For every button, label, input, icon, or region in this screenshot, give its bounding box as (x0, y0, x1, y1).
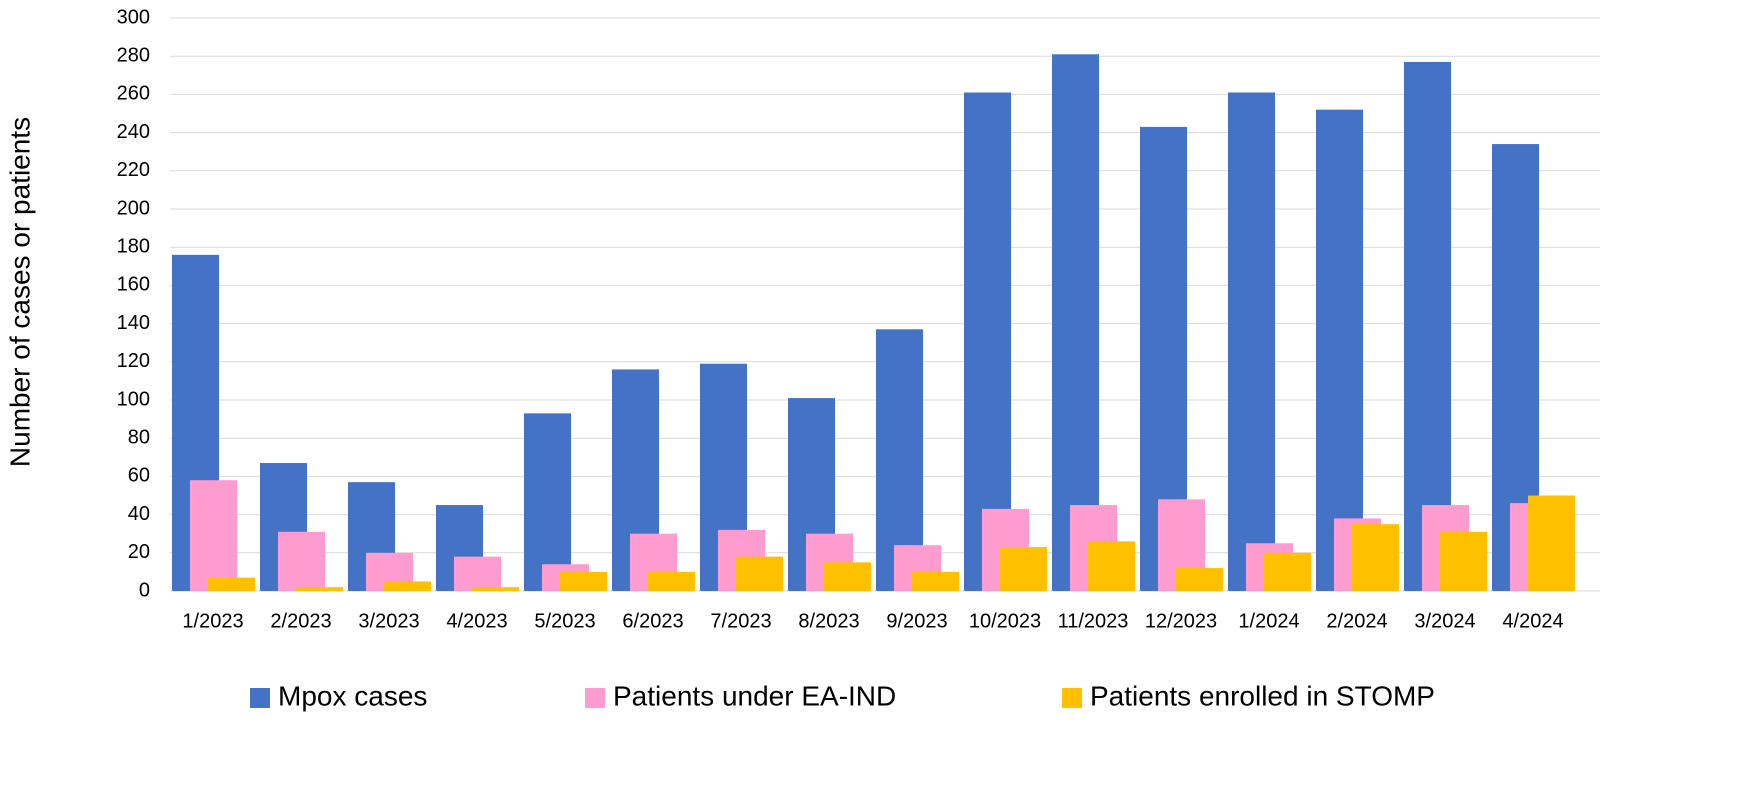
bar (1088, 541, 1135, 591)
bar (1264, 552, 1311, 591)
x-tick-label: 2/2023 (270, 610, 331, 632)
y-tick-label: 40 (128, 503, 150, 525)
y-tick-label: 220 (117, 159, 150, 181)
y-tick-label: 140 (117, 312, 150, 334)
x-tick-label: 5/2023 (534, 610, 595, 632)
bar (1176, 568, 1223, 591)
x-tick-label: 2/2024 (1326, 610, 1387, 632)
x-tick-label: 4/2024 (1502, 610, 1563, 632)
x-tick-label: 4/2023 (446, 610, 507, 632)
x-tick-label: 3/2024 (1414, 610, 1475, 632)
y-tick-label: 20 (128, 541, 150, 563)
legend-swatch (250, 688, 270, 708)
y-tick-label: 160 (117, 274, 150, 296)
bar (208, 577, 255, 591)
x-tick-label: 1/2023 (182, 610, 243, 632)
legend-label: Mpox cases (278, 680, 427, 711)
y-tick-label: 120 (117, 350, 150, 372)
y-tick-label: 180 (117, 235, 150, 257)
bar (1352, 524, 1399, 591)
bar (1404, 61, 1451, 592)
y-tick-label: 280 (117, 44, 150, 66)
legend-label: Patients enrolled in STOMP (1090, 680, 1435, 711)
bar (524, 413, 571, 591)
bar (1000, 547, 1047, 591)
x-tick-label: 1/2024 (1238, 610, 1299, 632)
y-axis-title: Number of cases or patients (4, 117, 35, 467)
x-tick-label: 10/2023 (969, 610, 1041, 632)
bar (190, 480, 237, 591)
bar (736, 556, 783, 591)
bar (648, 571, 695, 591)
x-tick-label: 3/2023 (358, 610, 419, 632)
bar (278, 531, 325, 591)
legend-label: Patients under EA-IND (613, 680, 896, 711)
y-tick-label: 260 (117, 83, 150, 105)
legend-swatch (1062, 688, 1082, 708)
bar (824, 562, 871, 591)
x-tick-label: 8/2023 (798, 610, 859, 632)
y-tick-label: 0 (139, 579, 150, 601)
y-tick-label: 60 (128, 465, 150, 487)
x-tick-label: 11/2023 (1058, 610, 1129, 632)
x-tick-label: 12/2023 (1145, 610, 1217, 632)
x-tick-label: 6/2023 (622, 610, 683, 632)
bar (1316, 109, 1363, 592)
bar (1440, 531, 1487, 591)
bar (1528, 495, 1575, 591)
y-tick-label: 240 (117, 121, 150, 143)
bar (1228, 92, 1275, 592)
x-tick-label: 9/2023 (886, 610, 947, 632)
bar (964, 92, 1011, 592)
x-tick-label: 7/2023 (710, 610, 771, 632)
bar (472, 587, 519, 591)
legend-swatch (585, 688, 605, 708)
y-tick-label: 300 (117, 6, 150, 28)
bar (296, 587, 343, 591)
bar (384, 581, 431, 591)
y-tick-label: 100 (117, 388, 150, 410)
y-tick-label: 80 (128, 426, 150, 448)
bar (560, 571, 607, 591)
y-tick-label: 200 (117, 197, 150, 219)
bar (1052, 54, 1099, 592)
bar (912, 571, 959, 591)
bar (454, 556, 501, 591)
